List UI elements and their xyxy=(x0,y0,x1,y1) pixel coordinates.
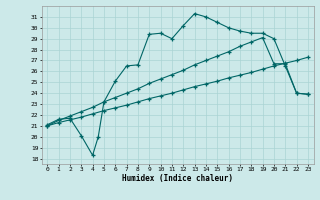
X-axis label: Humidex (Indice chaleur): Humidex (Indice chaleur) xyxy=(122,174,233,183)
